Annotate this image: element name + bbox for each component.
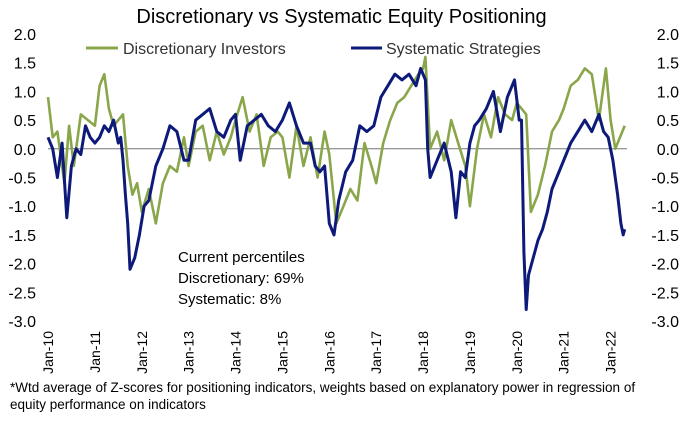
x-tick: Jan-22 xyxy=(603,331,619,374)
y-tick-right: 1.0 xyxy=(657,84,679,101)
y-tick-left: -1.0 xyxy=(8,199,36,216)
y-tick-left: -0.5 xyxy=(8,171,36,188)
y-tick-left: -2.5 xyxy=(8,285,36,302)
x-tick: Jan-21 xyxy=(556,331,572,374)
legend: Discretionary Investors Systematic Strat… xyxy=(86,41,541,58)
x-axis: Jan-10 Jan-11 Jan-12 Jan-13 Jan-14 Jan-15 Jan-… xyxy=(40,331,619,374)
series-line-systematic xyxy=(46,66,627,311)
x-tick: Jan-19 xyxy=(462,331,478,374)
chart-plot: 2.01.51.00.50.0-0.5-1.0-1.5-2.0-2.5-3.0 … xyxy=(8,27,679,374)
y-tick-right: 0.0 xyxy=(657,142,679,159)
percentile-annotation: Current percentiles Discretionary: 69% S… xyxy=(178,249,305,308)
x-tick: Jan-13 xyxy=(181,331,197,374)
x-tick: Jan-14 xyxy=(228,331,244,374)
y-tick-right: 2.0 xyxy=(657,27,679,44)
x-tick: Jan-15 xyxy=(274,331,290,374)
y-tick-left: 1.0 xyxy=(14,84,36,101)
y-axis-left: 2.0 1.5 1.0 0.5 0.0 -0.5 -1.0 -1.5 -2.0 -2.5 -3.0 xyxy=(8,27,36,331)
x-tick: Jan-16 xyxy=(321,331,337,374)
x-tick: Jan-20 xyxy=(509,331,525,374)
y-tick-right: -1.5 xyxy=(651,228,679,245)
y-tick-right: 1.5 xyxy=(657,56,679,73)
x-tick: Jan-18 xyxy=(415,331,431,374)
y-tick-left: 1.5 xyxy=(14,56,36,73)
y-tick-left: 0.5 xyxy=(14,113,36,130)
y-tick-right: -3.0 xyxy=(651,314,679,331)
y-tick-left: -1.5 xyxy=(8,228,36,245)
annotation-line-title: Current percentiles xyxy=(178,249,305,266)
series-group xyxy=(46,55,627,311)
legend-label-discretionary: Discretionary Investors xyxy=(123,41,286,58)
legend-label-systematic: Systematic Strategies xyxy=(386,41,541,58)
y-tick-left: -2.0 xyxy=(8,257,36,274)
y-tick-right: 0.5 xyxy=(657,113,679,130)
y-tick-right: -2.5 xyxy=(651,285,679,302)
y-tick-left: 0.0 xyxy=(14,142,36,159)
annotation-line-systematic: Systematic: 8% xyxy=(178,291,281,308)
y-tick-left: 2.0 xyxy=(14,27,36,44)
y-tick-right: -0.5 xyxy=(651,171,679,188)
y-tick-left: -3.0 xyxy=(8,314,36,331)
x-tick: Jan-11 xyxy=(87,331,103,373)
annotation-line-discretionary: Discretionary: 69% xyxy=(178,270,304,287)
x-tick: Jan-12 xyxy=(134,331,150,374)
chart-title: Discretionary vs Systematic Equity Posit… xyxy=(136,6,547,28)
series-line-discretionary xyxy=(46,55,626,225)
x-tick: Jan-17 xyxy=(368,331,384,374)
footnote: *Wtd average of Z-scores for positioning… xyxy=(10,380,636,412)
x-tick: Jan-10 xyxy=(40,331,56,374)
y-tick-right: -1.0 xyxy=(651,199,679,216)
y-axis-right: 2.0 1.5 1.0 0.5 0.0 -0.5 -1.0 -1.5 -2.0 -2.5 -3.0 xyxy=(651,27,679,331)
y-tick-right: -2.0 xyxy=(651,257,679,274)
